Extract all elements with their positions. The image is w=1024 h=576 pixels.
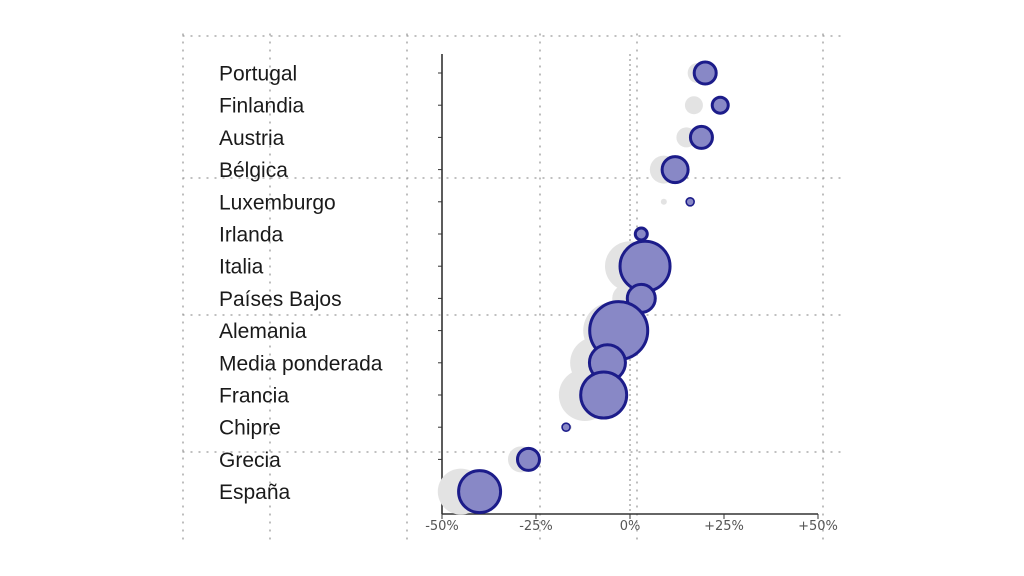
x-tick-label: -25% — [519, 519, 553, 534]
bubbles — [437, 60, 730, 515]
bubble-grey — [660, 198, 667, 205]
category-label: Grecia — [219, 449, 281, 472]
bubble-blue — [561, 422, 571, 433]
bubble-blue — [688, 124, 714, 150]
category-label: Luxemburgo — [219, 191, 336, 214]
category-label: Alemania — [219, 320, 307, 343]
bubble-grey — [684, 96, 703, 115]
bubble-blue — [579, 370, 629, 420]
category-label: Irlanda — [219, 224, 284, 247]
bubble-blue — [633, 226, 649, 242]
category-label: Portugal — [219, 63, 297, 86]
category-labels: Portugal Finlandia Austria Bélgica Luxemburg… — [219, 63, 383, 505]
x-tick-labels: -50% -25% 0% +25% +50% — [425, 519, 838, 534]
category-label: Austria — [219, 127, 285, 150]
bubble-blue — [660, 155, 690, 185]
x-tick-label: 0% — [620, 519, 641, 534]
category-label: Bélgica — [219, 159, 288, 182]
bubble-blue — [457, 469, 503, 515]
category-label: Italia — [219, 256, 264, 279]
category-label: Finlandia — [219, 95, 305, 118]
category-label: Países Bajos — [219, 288, 342, 311]
category-label: Francia — [219, 385, 289, 408]
bubble-blue — [685, 197, 695, 207]
category-label: Chipre — [219, 417, 281, 440]
x-tick-label: +50% — [798, 519, 838, 534]
x-tick-label: +25% — [704, 519, 744, 534]
bubble-blue — [515, 446, 541, 472]
bubble-blue — [710, 95, 730, 115]
category-label: Media ponderada — [219, 352, 383, 375]
bubble-blue — [692, 60, 718, 86]
category-label: España — [219, 481, 291, 504]
x-tick-label: -50% — [425, 519, 459, 534]
